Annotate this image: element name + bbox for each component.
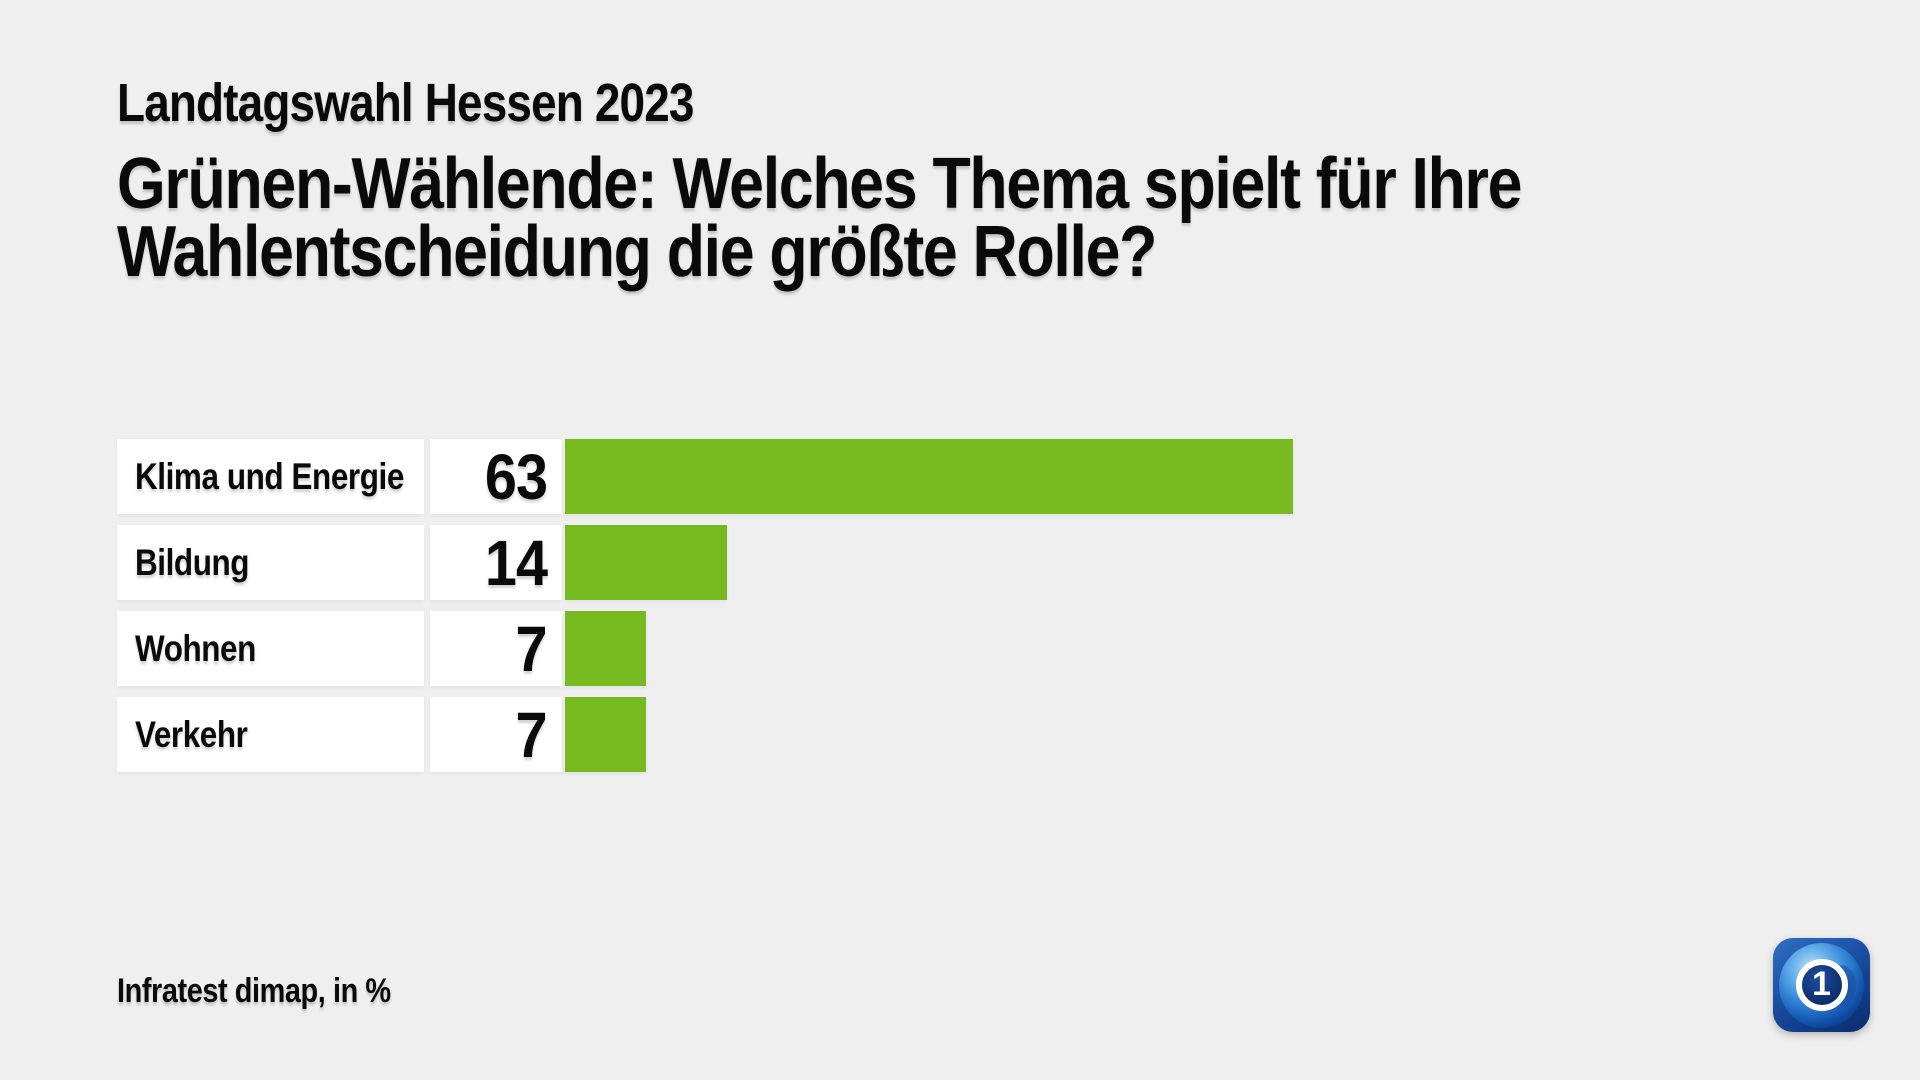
row-label: Klima und Energie xyxy=(135,455,404,497)
row-bar xyxy=(565,439,1293,514)
ard-one-digit: 1 xyxy=(1812,965,1831,1003)
row-bar xyxy=(565,611,646,686)
chart-title-line-2: Wahlentscheidung die größte Rolle? xyxy=(117,212,1157,292)
chart-title: Grünen-Wählende: Welches Thema spielt fü… xyxy=(117,144,1731,292)
row-value: 63 xyxy=(484,440,548,513)
row-value-box: 63 xyxy=(430,439,562,514)
row-value: 14 xyxy=(484,526,548,599)
ard-logo: 1 xyxy=(1773,938,1870,1032)
row-value-box: 14 xyxy=(430,525,562,600)
row-label: Wohnen xyxy=(135,627,256,669)
row-label-box: Bildung xyxy=(117,525,424,600)
ard-one-icon: 1 xyxy=(1795,959,1848,1011)
chart-row: Bildung 14 xyxy=(117,525,1293,600)
row-label-box: Klima und Energie xyxy=(117,439,424,514)
row-value-box: 7 xyxy=(430,611,562,686)
row-bar xyxy=(565,697,646,772)
row-bar xyxy=(565,525,727,600)
row-label: Bildung xyxy=(135,541,250,583)
chart-row: Wohnen 7 xyxy=(117,611,1293,686)
bar-chart: Klima und Energie 63 Bildung 14 Wohnen 7 Verke… xyxy=(117,439,1293,783)
chart-title-line-1: Grünen-Wählende: Welches Thema spielt fü… xyxy=(117,144,1522,224)
chart-row: Verkehr 7 xyxy=(117,697,1293,772)
row-value-box: 7 xyxy=(430,697,562,772)
row-value: 7 xyxy=(515,612,548,685)
chart-row: Klima und Energie 63 xyxy=(117,439,1293,514)
row-label-box: Wohnen xyxy=(117,611,424,686)
row-label: Verkehr xyxy=(135,713,248,755)
row-label-box: Verkehr xyxy=(117,697,424,772)
row-value: 7 xyxy=(515,698,548,771)
source-note: Infratest dimap, in % xyxy=(117,972,391,1010)
chart-kicker: Landtagswahl Hessen 2023 xyxy=(117,73,694,133)
